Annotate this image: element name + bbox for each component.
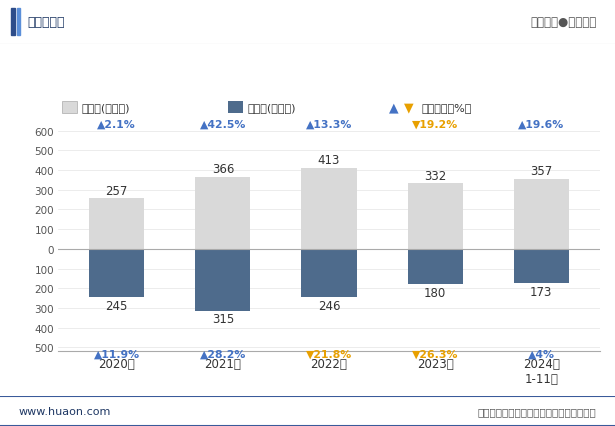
Text: 出口额(亿美元): 出口额(亿美元) xyxy=(81,103,130,112)
Bar xyxy=(89,249,145,297)
Text: 专业严谨●客观科学: 专业严谨●客观科学 xyxy=(530,16,597,29)
Text: 数据来源：中国海关，华经产业研究院整理: 数据来源：中国海关，华经产业研究院整理 xyxy=(478,406,597,416)
Text: 357: 357 xyxy=(530,164,552,178)
Text: www.huaon.com: www.huaon.com xyxy=(18,406,111,416)
Bar xyxy=(89,199,145,249)
Bar xyxy=(408,249,462,285)
Text: 180: 180 xyxy=(424,286,446,299)
Bar xyxy=(17,9,20,36)
Text: ▲28.2%: ▲28.2% xyxy=(200,349,246,359)
Bar xyxy=(301,168,357,249)
Bar xyxy=(11,9,15,36)
Text: 2020-2024年11月西安市商品收发货人所在地进、出口额: 2020-2024年11月西安市商品收发货人所在地进、出口额 xyxy=(145,60,470,78)
Bar xyxy=(62,101,77,114)
Text: ▲2.1%: ▲2.1% xyxy=(97,119,136,130)
Text: 245: 245 xyxy=(106,299,128,312)
Text: ▲: ▲ xyxy=(389,101,399,114)
Text: 413: 413 xyxy=(318,154,340,167)
Bar xyxy=(514,179,569,249)
Text: 进口额(亿美元): 进口额(亿美元) xyxy=(247,103,296,112)
Text: ▲11.9%: ▲11.9% xyxy=(93,349,140,359)
Text: 同比增长（%）: 同比增长（%） xyxy=(421,103,472,112)
Bar xyxy=(196,249,250,311)
Text: 315: 315 xyxy=(212,313,234,326)
Text: ▼26.3%: ▼26.3% xyxy=(412,349,458,359)
Text: 246: 246 xyxy=(318,299,340,312)
Text: ▼19.2%: ▼19.2% xyxy=(412,119,458,130)
Text: ▲13.3%: ▲13.3% xyxy=(306,119,352,130)
Bar xyxy=(301,249,357,298)
Text: 366: 366 xyxy=(212,163,234,176)
Text: ▲19.6%: ▲19.6% xyxy=(518,119,565,130)
Bar xyxy=(196,177,250,249)
Text: ▼: ▼ xyxy=(404,101,414,114)
Bar xyxy=(408,184,462,249)
Text: 华经情报网: 华经情报网 xyxy=(28,16,65,29)
Bar xyxy=(514,249,569,283)
Text: ▼21.8%: ▼21.8% xyxy=(306,349,352,359)
Text: 332: 332 xyxy=(424,170,446,182)
Bar xyxy=(228,101,243,114)
Text: 257: 257 xyxy=(106,184,128,197)
Text: ▲4%: ▲4% xyxy=(528,349,555,359)
Text: ▲42.5%: ▲42.5% xyxy=(200,119,246,130)
Text: 173: 173 xyxy=(530,285,552,298)
